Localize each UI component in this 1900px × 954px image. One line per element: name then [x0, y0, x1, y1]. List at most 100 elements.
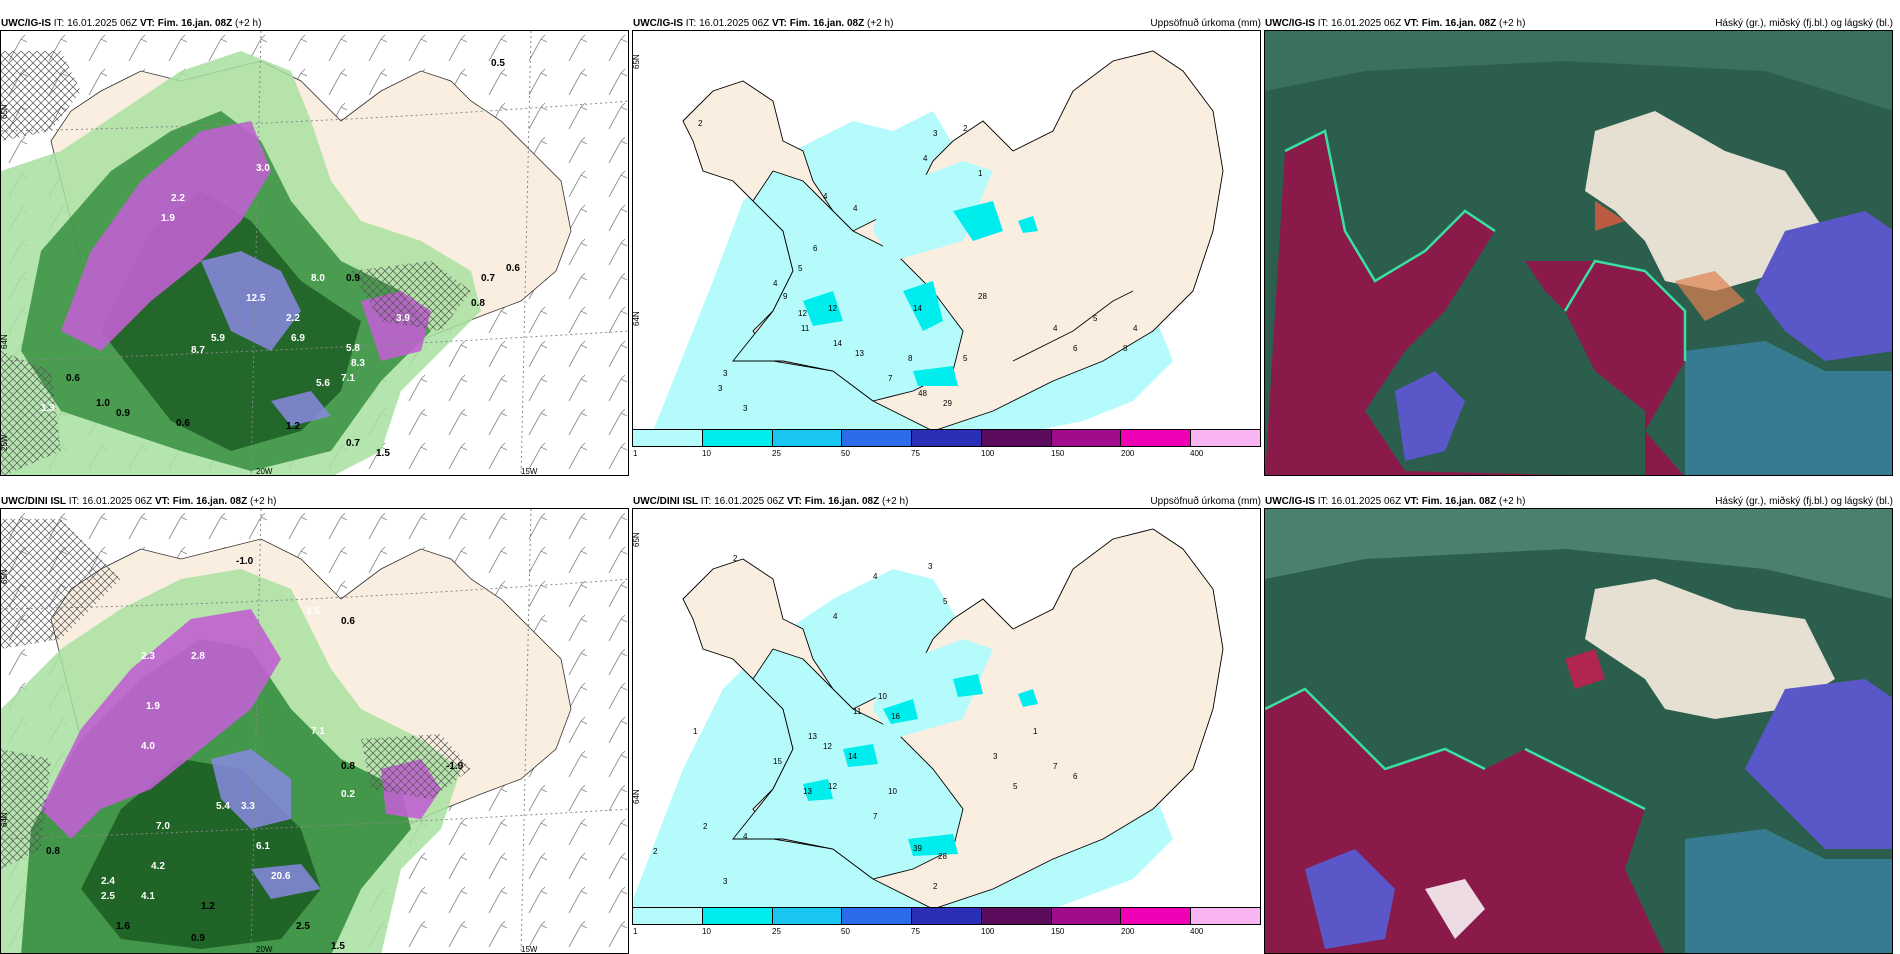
- legend-tick: 1: [633, 449, 638, 458]
- value-label: 2.5: [101, 891, 115, 902]
- value-label: 4: [1133, 324, 1138, 333]
- model-name: UWC/IG-IS: [1265, 18, 1315, 29]
- value-label: 2: [933, 882, 938, 891]
- map-type-title: Háský (gr.), miðský (fj.bl.) og lágský (…: [1715, 18, 1893, 29]
- init-time: IT: 16.01.2025 06Z: [53, 18, 138, 29]
- value-label: 2.3: [141, 651, 155, 662]
- panel-title: UWC/IG-IS IT: 16.01.2025 06Z VT: Fim. 16…: [1, 17, 629, 31]
- value-label: 48: [918, 389, 927, 398]
- value-label: 2: [653, 847, 658, 856]
- valid-time-label: VT:: [1403, 496, 1419, 507]
- value-label: 0.9: [116, 408, 130, 419]
- legend-tick: 400: [1190, 449, 1204, 458]
- map-type-title: Uppsöfnuð úrkoma (mm): [1150, 496, 1261, 507]
- value-label: 0.9: [191, 933, 205, 944]
- value-label: 8.0: [311, 273, 325, 284]
- legend-tick: 100: [981, 449, 995, 458]
- lead-time: (+2 h): [867, 18, 894, 29]
- value-label: 0.8: [471, 298, 485, 309]
- map-area[interactable]: [1264, 508, 1893, 954]
- axis-label-65n: 65N: [633, 54, 641, 69]
- value-label: 7.0: [156, 821, 170, 832]
- axis-label-64n: 64N: [1, 334, 9, 349]
- value-label: 12: [828, 782, 837, 791]
- value-label: 14: [833, 339, 842, 348]
- value-label: 0.6: [506, 263, 520, 274]
- legend-tick: 10: [702, 449, 711, 458]
- value-label: 4: [773, 279, 778, 288]
- value-label: 3: [993, 752, 998, 761]
- panel-title: UWC/IG-IS IT: 16.01.2025 06Z VT: Fim. 16…: [1265, 495, 1893, 509]
- map-area[interactable]: 65N 64N 2 3 4 5 4 11 10 16 14 13 12 15 1…: [632, 508, 1261, 920]
- lead-time: (+2 h): [882, 496, 909, 507]
- value-label: 0.6: [66, 373, 80, 384]
- value-label: 2.5: [296, 921, 310, 932]
- accumulated-precip-map: 65N 64N 2 3 4 4 4 2 1 4 5 6 3 12 28 14 1…: [633, 31, 1260, 441]
- value-label: 1.0: [96, 398, 110, 409]
- legend-color-bar: [632, 429, 1261, 447]
- lead-time: (+2 h): [250, 496, 277, 507]
- axis-label-65n: 65N: [633, 532, 641, 547]
- value-label: 1.6: [116, 921, 130, 932]
- value-label: 5: [943, 597, 948, 606]
- value-label: 3: [743, 404, 748, 413]
- accumulated-precip-map: 65N 64N 2 3 4 5 4 11 10 16 14 13 12 15 1…: [633, 509, 1260, 919]
- value-label: 4.0: [141, 741, 155, 752]
- value-label: 4: [823, 192, 828, 201]
- value-label: 13: [808, 732, 817, 741]
- value-label: 2: [703, 822, 708, 831]
- legend-tick: 1: [633, 927, 638, 936]
- valid-time-label: VT:: [1403, 18, 1419, 29]
- axis-label-20w: 20W: [256, 945, 273, 954]
- legend-tick: 25: [772, 449, 781, 458]
- value-label: 0.6: [176, 418, 190, 429]
- panel-top-right: UWC/IG-IS IT: 16.01.2025 06Z VT: Fim. 16…: [1264, 15, 1895, 476]
- value-label: 2.8: [191, 651, 205, 662]
- valid-time: Fim. 16.jan. 08Z: [1421, 18, 1497, 29]
- value-label: 9: [783, 292, 788, 301]
- value-label: 0.7: [481, 273, 495, 284]
- axis-label-25w: 25W: [1, 434, 9, 451]
- value-label: 1: [978, 169, 983, 178]
- value-label: 7.1: [311, 726, 325, 737]
- value-label: 6: [813, 244, 818, 253]
- value-label: 4: [743, 832, 748, 841]
- legend-tick: 50: [841, 449, 850, 458]
- value-label: 3.5: [306, 606, 320, 617]
- legend-tick: 75: [911, 927, 920, 936]
- value-label: -1.0: [236, 556, 254, 567]
- panel-bottom-right: UWC/IG-IS IT: 16.01.2025 06Z VT: Fim. 16…: [1264, 493, 1895, 954]
- value-label: 16: [891, 712, 900, 721]
- value-label: 3: [718, 384, 723, 393]
- value-label: 4: [833, 612, 838, 621]
- value-label: 3.3: [241, 801, 255, 812]
- init-time: IT: 16.01.2025 06Z: [685, 18, 770, 29]
- value-label: 5.4: [216, 801, 230, 812]
- value-label: 1.5: [376, 448, 390, 459]
- value-label: 5.6: [316, 378, 330, 389]
- value-label: 1.5: [331, 941, 345, 952]
- map-area[interactable]: 65N 64N 20W 15W -1.0 2.8 0.6 2.3 1.9 7.1…: [0, 508, 629, 954]
- value-label: 7.1: [341, 373, 355, 384]
- value-label: 11: [853, 707, 862, 716]
- map-area[interactable]: 65N 64N 2 3 4 4 4 2 1 4 5 6 3 12 28 14 1…: [632, 30, 1261, 442]
- value-label: 12: [828, 304, 837, 313]
- map-area[interactable]: 65N 64N 25W 20W 15W 0.5 1.9 2.2 3.0 0.9 …: [0, 30, 629, 476]
- value-label: 5: [1013, 782, 1018, 791]
- value-label: 0.9: [346, 273, 360, 284]
- lead-time: (+2 h): [235, 18, 262, 29]
- value-label: 6.1: [256, 841, 270, 852]
- legend-tick: 75: [911, 449, 920, 458]
- map-area[interactable]: [1264, 30, 1893, 476]
- axis-label-64n: 64N: [1, 812, 9, 827]
- value-label: 12: [823, 742, 832, 751]
- map-type-title: Uppsöfnuð úrkoma (mm): [1150, 18, 1261, 29]
- legend-tick: 50: [841, 927, 850, 936]
- model-name: UWC/IG-IS: [1265, 496, 1315, 507]
- value-label: 6.9: [291, 333, 305, 344]
- axis-label-64n: 64N: [633, 789, 641, 804]
- value-label: 2: [698, 119, 703, 128]
- value-label: 28: [978, 292, 987, 301]
- value-label: 8.3: [351, 358, 365, 369]
- valid-time: Fim. 16.jan. 08Z: [172, 496, 248, 507]
